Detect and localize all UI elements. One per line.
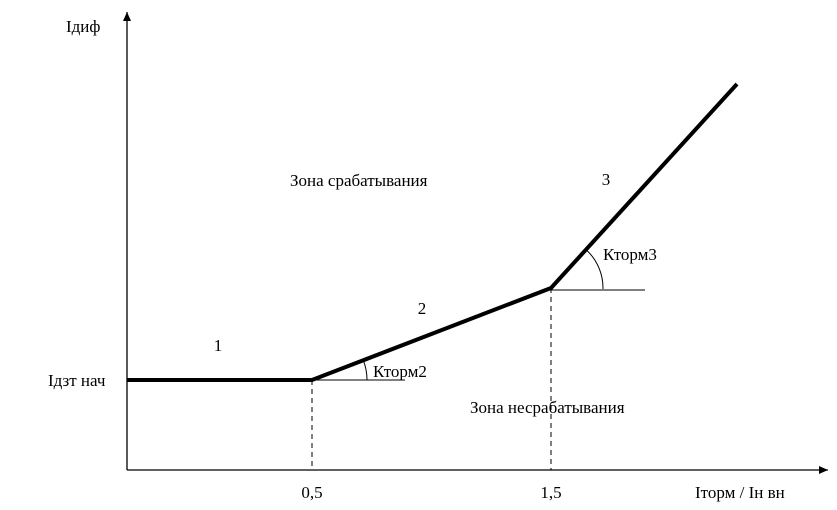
x-mark: 0,5	[301, 483, 322, 502]
zone-label: Зона несрабатывания	[470, 398, 625, 417]
slope-label: Кторм3	[603, 245, 657, 264]
angle-arc	[585, 249, 604, 290]
y-mark: Iдзт нач	[48, 371, 106, 390]
characteristic	[127, 82, 739, 382]
slope-label: Кторм2	[373, 362, 427, 381]
zone-label: Зона срабатывания	[290, 171, 428, 190]
y-axis-label: Iдиф	[66, 17, 100, 36]
x-mark: 1,5	[540, 483, 561, 502]
x-axis-label: Iторм / Iн вн	[695, 483, 785, 502]
segment-label: 2	[418, 299, 427, 318]
segment-label: 1	[214, 336, 223, 355]
segment-label: 3	[602, 170, 611, 189]
angle-arc	[362, 360, 368, 381]
